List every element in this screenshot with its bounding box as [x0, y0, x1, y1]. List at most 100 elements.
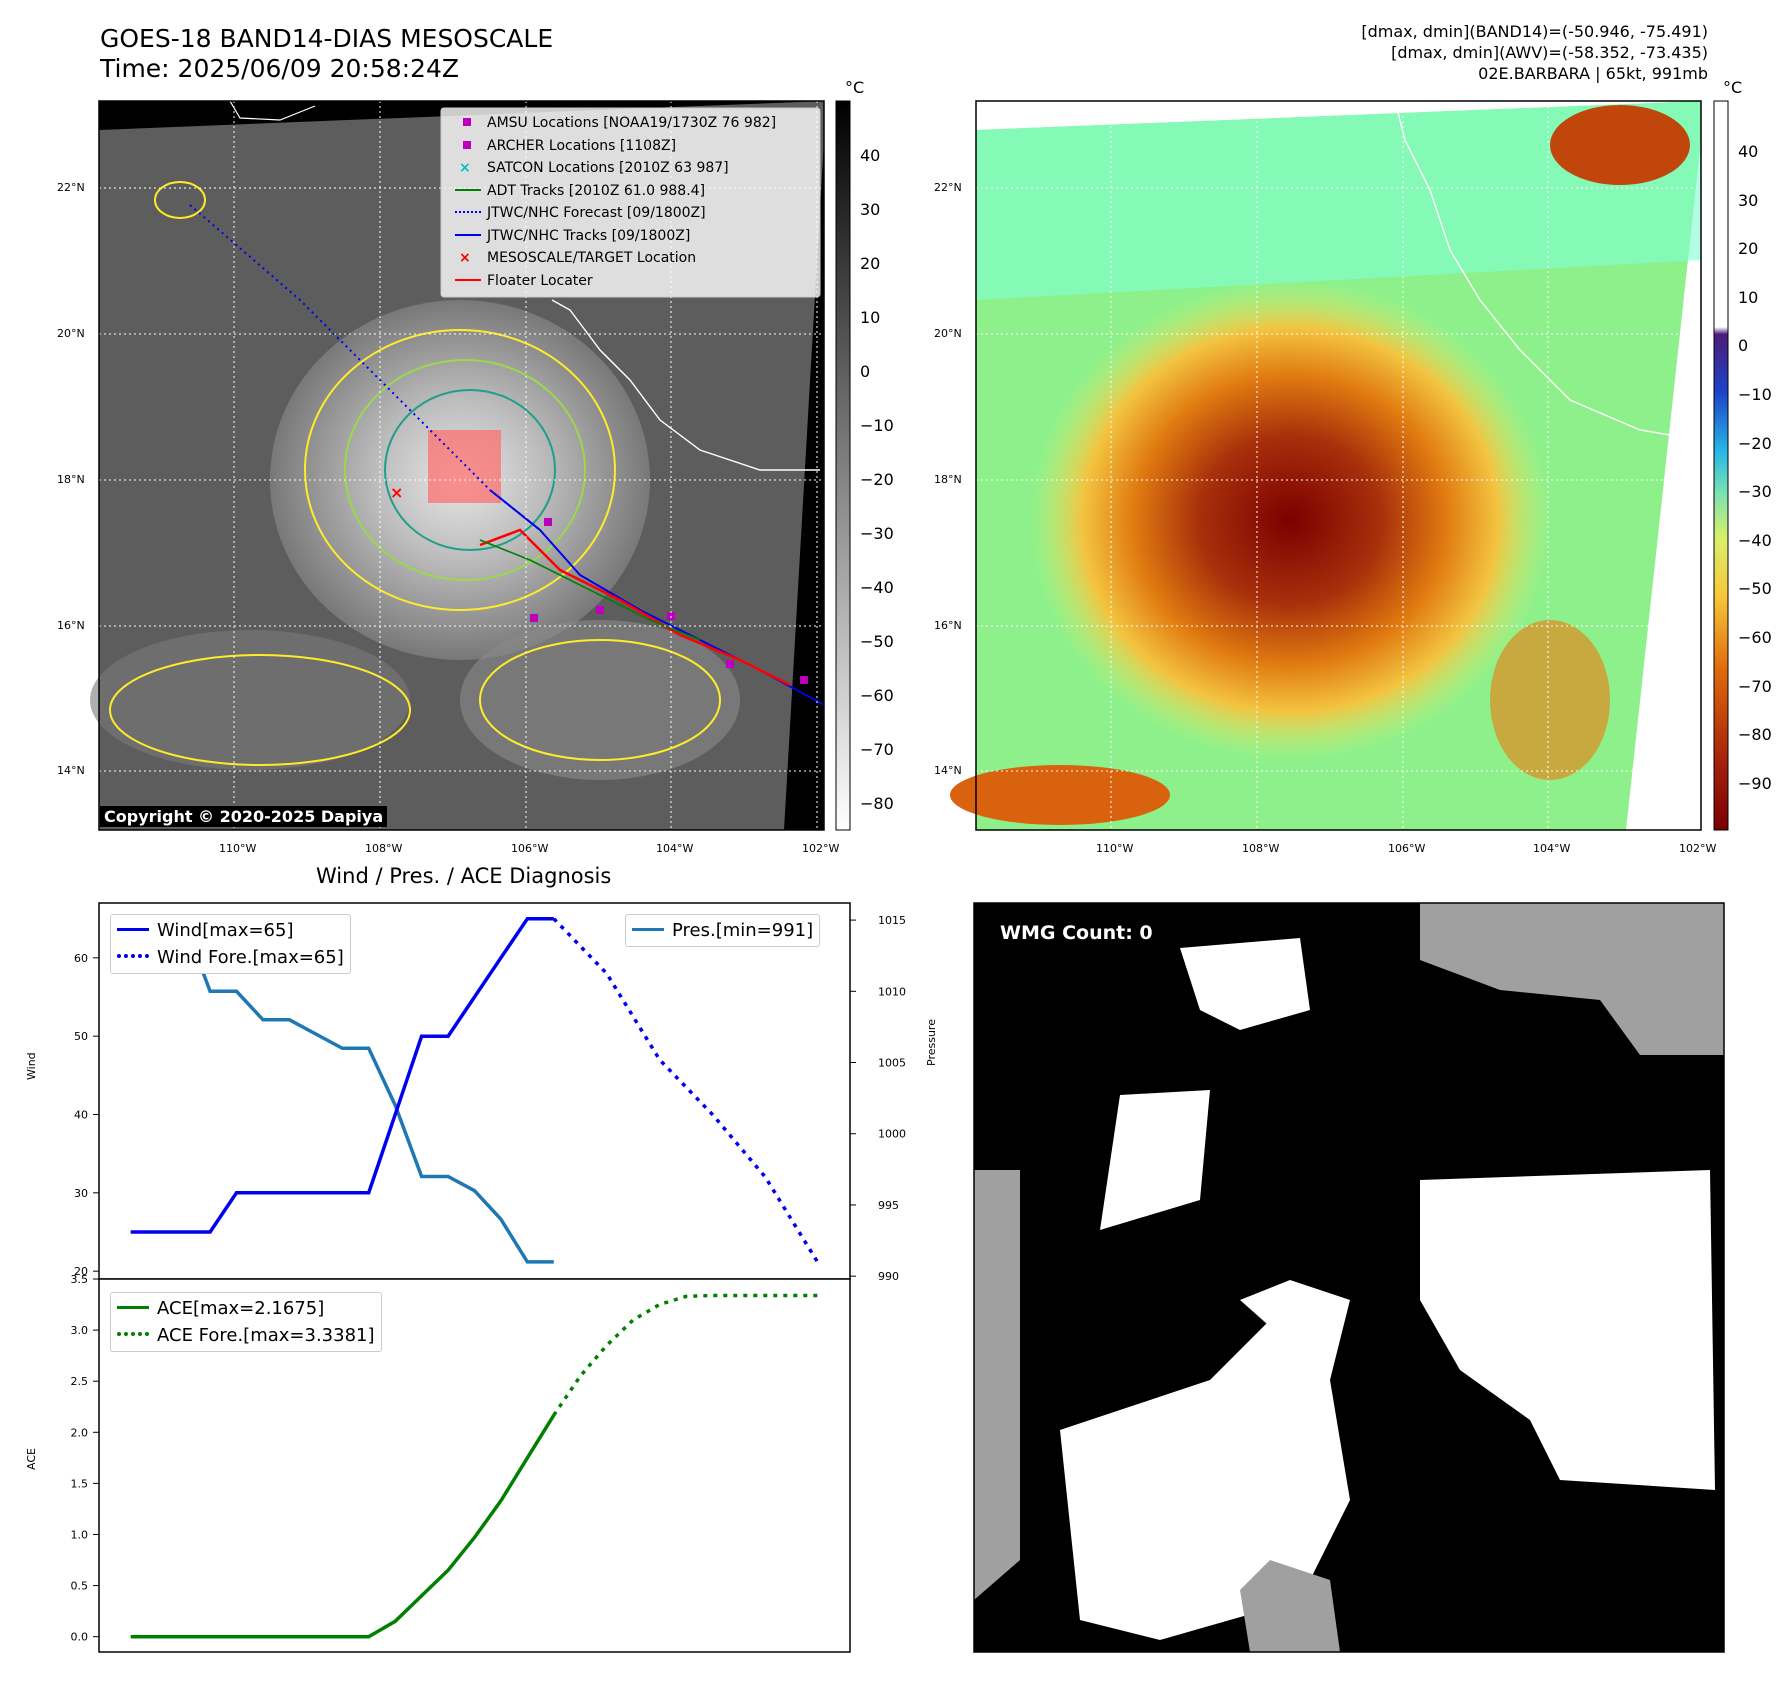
ace-tick: 3.5 — [71, 1273, 89, 1286]
ace-legend: ACE[max=2.1675] ACE Fore.[max=3.3381] — [110, 1292, 382, 1352]
lon-label: 108°W — [365, 842, 403, 855]
ace-tick: 2.5 — [71, 1375, 89, 1388]
lon-label: 102°W — [1679, 842, 1717, 855]
legend-entries: AMSU Locations [NOAA19/1730Z 76 982] ARC… — [455, 112, 815, 292]
color-cbar-tick: −90 — [1738, 773, 1772, 793]
gray-cbar-tick: −50 — [860, 632, 894, 651]
color-cbar-tick: 30 — [1738, 190, 1759, 210]
gray-cbar-tick: 40 — [860, 146, 881, 165]
wind-tick: 30 — [74, 1187, 88, 1200]
color-cbar-tick: −40 — [1738, 530, 1772, 550]
lon-label: 102°W — [802, 842, 840, 855]
wind-legend: Wind[max=65] Wind Fore.[max=65] — [110, 914, 351, 974]
color-cbar-tick: 10 — [1738, 287, 1759, 307]
pressure-tick: 1000 — [878, 1128, 906, 1141]
pressure-tick: 1005 — [878, 1057, 906, 1070]
ace-forecast-line — [552, 1293, 819, 1417]
legend-amsu: AMSU Locations [NOAA19/1730Z 76 982] — [455, 112, 815, 135]
gray-cbar-tick: 20 — [860, 254, 881, 273]
wind-axis-label: Wind — [25, 1052, 38, 1080]
ace-legend-entry: ACE[max=2.1675] — [117, 1295, 375, 1322]
lon-label: 110°W — [1096, 842, 1134, 855]
gray-cbar-tick: −20 — [860, 470, 894, 489]
legend-forecast: JTWC/NHC Forecast [09/1800Z] — [455, 202, 815, 225]
pressure-tick: 1010 — [878, 985, 906, 998]
gray-cbar-tick: −60 — [860, 686, 894, 705]
legend-tracks: JTWC/NHC Tracks [09/1800Z] — [455, 225, 815, 248]
wind-tick: 40 — [74, 1109, 88, 1122]
legend-adt: ADT Tracks [2010Z 61.0 988.4] — [455, 180, 815, 203]
lat-label: 16°N — [934, 619, 962, 632]
color-cbar-tick: −80 — [1738, 725, 1772, 745]
ace-tick: 1.0 — [71, 1528, 89, 1541]
gray-cbar-tick: 10 — [860, 308, 881, 327]
ace-tick: 2.0 — [71, 1426, 89, 1439]
gray-cbar-tick: −30 — [860, 524, 894, 543]
lat-label: 20°N — [57, 327, 85, 340]
gray-colorbar — [835, 100, 851, 831]
color-cbar-unit: °C — [1723, 78, 1743, 97]
gray-cbar-tick: 0 — [860, 362, 871, 381]
lat-label: 20°N — [934, 327, 962, 340]
color-cbar-tick: −70 — [1738, 676, 1772, 696]
awv-range: [dmax, dmin](AWV)=(-58.352, -73.435) — [1391, 43, 1708, 62]
lat-label: 18°N — [934, 473, 962, 486]
ace-tick: 0.0 — [71, 1631, 89, 1644]
pressure-tick: 1015 — [878, 914, 906, 927]
lon-label: 106°W — [1388, 842, 1426, 855]
legend-target: × MESOSCALE/TARGET Location — [459, 250, 697, 266]
map-legend — [440, 107, 821, 298]
lat-label: 22°N — [57, 181, 85, 194]
lon-label: 104°W — [656, 842, 694, 855]
legend-floater: Floater Locater — [455, 270, 815, 293]
wind-fore-legend-entry: Wind Fore.[max=65] — [117, 944, 344, 971]
band14-range: [dmax, dmin](BAND14)=(-50.946, -75.491) — [1361, 22, 1708, 41]
copyright-label: Copyright © 2020-2025 Dapiya — [100, 806, 388, 827]
wind-legend-entry: Wind[max=65] — [117, 917, 344, 944]
gray-cbar-tick: −70 — [860, 740, 894, 759]
color-colorbar — [1713, 100, 1729, 831]
gray-cbar-unit: °C — [845, 78, 865, 97]
pres-legend-entry: Pres.[min=991] — [632, 917, 813, 944]
color-map-panel — [950, 100, 1702, 831]
legend-archer: ARCHER Locations [1108Z] — [455, 135, 815, 158]
svg-text:×: × — [390, 483, 403, 502]
wind-tick: 50 — [74, 1030, 88, 1043]
color-cbar-tick: 40 — [1738, 142, 1759, 161]
pres-legend: Pres.[min=991] — [625, 914, 821, 947]
color-cbar-tick: −30 — [1738, 482, 1772, 502]
chart-title: GOES-18 BAND14-DIAS MESOSCALE — [100, 24, 554, 53]
lat-label: 14°N — [57, 764, 85, 777]
ace-fore-legend-entry: ACE Fore.[max=3.3381] — [117, 1322, 375, 1349]
legend-satcon: × SATCON Locations [2010Z 63 987] — [459, 160, 729, 176]
time-label: Time: 2025/06/09 20:58:24Z — [100, 54, 459, 83]
color-cbar-tick: −50 — [1738, 579, 1772, 599]
diagnosis-title: Wind / Pres. / ACE Diagnosis — [316, 864, 612, 888]
gray-cbar-tick: 30 — [860, 200, 881, 219]
gray-cbar-tick: −40 — [860, 578, 894, 597]
color-cbar-tick: 20 — [1738, 239, 1759, 259]
color-cbar-tick: 0 — [1738, 336, 1749, 356]
gray-cbar-tick: −10 — [860, 416, 894, 435]
diagnosis-panel: 20 30 40 50 60 990 995 1000 1005 1010 1015 0.0 0.5 1.… — [71, 902, 906, 1653]
lat-label: 16°N — [57, 619, 85, 632]
pressure-axis-label: Pressure — [925, 1019, 938, 1066]
color-cbar-tick: −60 — [1738, 628, 1772, 647]
storm-info: 02E.BARBARA | 65kt, 991mb — [1478, 64, 1708, 83]
lon-label: 110°W — [219, 842, 257, 855]
gray-cbar-tick: −80 — [860, 794, 894, 813]
pressure-tick: 995 — [878, 1199, 899, 1212]
ace-tick: 0.5 — [71, 1580, 89, 1593]
lon-label: 106°W — [511, 842, 549, 855]
lon-label: 108°W — [1242, 842, 1280, 855]
ace-axis-label: ACE — [25, 1448, 38, 1470]
lat-label: 14°N — [934, 764, 962, 777]
lat-label: 22°N — [934, 181, 962, 194]
color-cbar-tick: −20 — [1738, 433, 1772, 453]
wind-forecast-line — [552, 917, 820, 1265]
lon-label: 104°W — [1533, 842, 1571, 855]
ace-line — [130, 1414, 556, 1639]
wind-line — [130, 916, 554, 1234]
ace-tick: 3.0 — [71, 1324, 89, 1337]
